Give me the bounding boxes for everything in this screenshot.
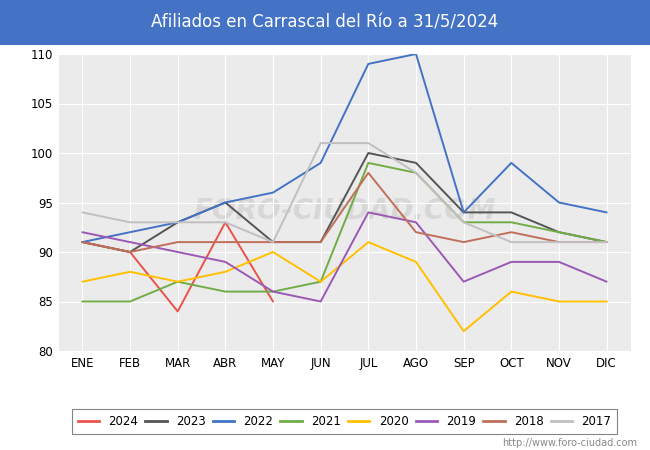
Text: Afiliados en Carrascal del Río a 31/5/2024: Afiliados en Carrascal del Río a 31/5/20… (151, 14, 499, 32)
Text: http://www.foro-ciudad.com: http://www.foro-ciudad.com (502, 438, 637, 448)
Legend: 2024, 2023, 2022, 2021, 2020, 2019, 2018, 2017: 2024, 2023, 2022, 2021, 2020, 2019, 2018… (72, 410, 618, 434)
Text: FORO-CIUDAD.COM: FORO-CIUDAD.COM (193, 198, 496, 225)
